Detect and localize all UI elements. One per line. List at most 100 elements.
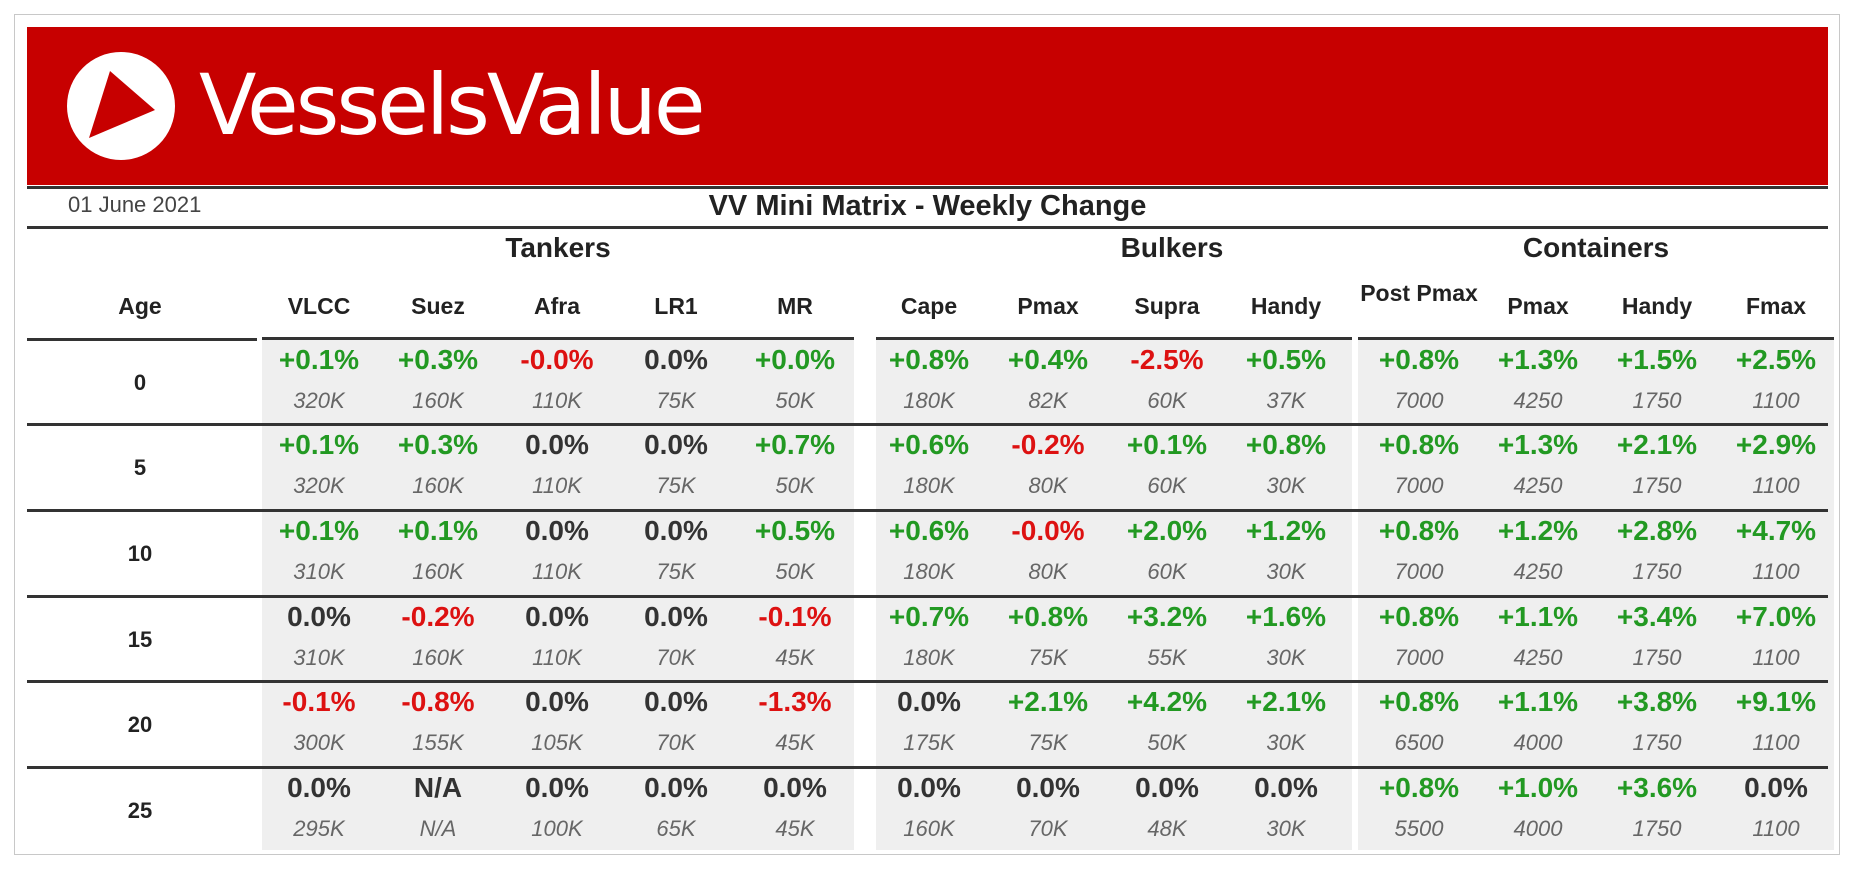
column-header: LR1	[654, 293, 698, 319]
vessel-size-label: 65K	[656, 816, 696, 841]
vessel-size-label: 82K	[1028, 388, 1068, 413]
vessel-size-label: 110K	[532, 473, 582, 498]
vessel-size-label: 7000	[1394, 559, 1444, 584]
vessel-size-label: 50K	[775, 559, 815, 584]
vessel-size-label: 70K	[656, 730, 696, 755]
vessel-size-label: 1100	[1752, 559, 1800, 584]
weekly-change-value: +1.2%	[1245, 515, 1327, 546]
weekly-change-value: -0.1%	[758, 601, 832, 632]
age-cell: 5	[133, 455, 147, 480]
vessel-size-label: 70K	[656, 645, 696, 670]
vessel-size-label: 45K	[775, 645, 815, 670]
weekly-change-value: +0.8%	[1245, 429, 1327, 460]
weekly-change-value: 0.0%	[1016, 772, 1080, 803]
weekly-change-value: +1.6%	[1245, 601, 1327, 632]
weekly-change-value: +9.1%	[1735, 686, 1817, 717]
weekly-change-value: 0.0%	[644, 515, 708, 546]
weekly-change-value: +0.8%	[1378, 515, 1460, 546]
vessel-size-label: 4250	[1513, 388, 1563, 413]
vessel-size-label: 75K	[1028, 730, 1068, 755]
vessel-size-label: 1750	[1632, 559, 1682, 584]
weekly-change-value: +0.1%	[278, 344, 360, 375]
weekly-change-value: +1.1%	[1497, 686, 1579, 717]
vessel-size-label: 48K	[1147, 816, 1187, 841]
bulkers-underline	[876, 337, 1352, 340]
vessel-size-label: 75K	[1028, 645, 1068, 670]
vessel-size-label: 60K	[1147, 559, 1187, 584]
age-cell: 0	[133, 370, 147, 395]
vessel-size-label: 160K	[412, 388, 464, 413]
weekly-change-value: +0.3%	[397, 344, 479, 375]
report-date: 01 June 2021	[68, 192, 202, 217]
age-cell: 25	[127, 798, 153, 823]
column-header: Handy	[1621, 293, 1693, 319]
vessel-size-label: 7000	[1394, 388, 1444, 413]
vessel-size-label: 75K	[656, 388, 696, 413]
vessel-size-label: 1100	[1752, 388, 1800, 413]
row-divider	[27, 423, 1828, 426]
weekly-change-value: +4.2%	[1126, 686, 1208, 717]
weekly-change-value: 0.0%	[525, 772, 589, 803]
vessel-size-label: 310K	[293, 559, 345, 584]
vessel-size-label: 30K	[1266, 816, 1306, 841]
weekly-change-value: +1.5%	[1616, 344, 1698, 375]
weekly-change-value: +0.6%	[888, 429, 970, 460]
row-divider	[27, 595, 1828, 598]
weekly-change-value: +2.1%	[1245, 686, 1327, 717]
weekly-change-value: -0.0%	[520, 344, 594, 375]
vessel-size-label: 1750	[1632, 473, 1682, 498]
age-cell: 10	[127, 541, 153, 566]
vessel-size-label: 1100	[1752, 730, 1800, 755]
vessel-size-label: 70K	[1028, 816, 1068, 841]
weekly-change-value: +0.4%	[1007, 344, 1089, 375]
weekly-change-value: +3.6%	[1616, 772, 1698, 803]
weekly-change-value: +0.1%	[278, 515, 360, 546]
vessel-size-label: 55K	[1147, 645, 1187, 670]
weekly-change-value: +0.7%	[754, 429, 836, 460]
weekly-change-value: -0.2%	[401, 601, 475, 632]
column-header: Suez	[411, 293, 465, 319]
vessel-size-label: 4250	[1513, 645, 1563, 670]
vessel-size-label: 105K	[531, 730, 583, 755]
row-divider	[27, 680, 1828, 683]
weekly-change-value: +7.0%	[1735, 601, 1817, 632]
weekly-change-value: -0.2%	[1011, 429, 1085, 460]
weekly-change-value: 0.0%	[644, 772, 708, 803]
group-tankers: Tankers	[505, 232, 611, 263]
weekly-change-value: N/A	[413, 772, 463, 803]
weekly-change-value: +2.9%	[1735, 429, 1817, 460]
weekly-change-value: +3.4%	[1616, 601, 1698, 632]
column-header: Post Pmax	[1360, 280, 1478, 306]
weekly-change-value: +4.7%	[1735, 515, 1817, 546]
containers-underline	[1358, 337, 1834, 340]
vessel-size-label: 175K	[903, 730, 955, 755]
vessel-size-label: 75K	[656, 559, 696, 584]
vessel-size-label: 295K	[293, 816, 345, 841]
vessel-size-label: 320K	[293, 388, 345, 413]
weekly-change-value: 0.0%	[1135, 772, 1199, 803]
vessel-size-label: 160K	[412, 473, 464, 498]
weekly-change-value: -0.0%	[1011, 515, 1085, 546]
vessel-size-label: 30K	[1266, 559, 1306, 584]
column-header: Handy	[1250, 293, 1322, 319]
group-bulkers: Bulkers	[1120, 232, 1224, 263]
age-cell: 20	[127, 712, 153, 737]
vessel-size-label: 50K	[775, 473, 815, 498]
vessel-size-label: 80K	[1028, 473, 1068, 498]
weekly-change-value: 0.0%	[897, 686, 961, 717]
weekly-change-value: +0.3%	[397, 429, 479, 460]
weekly-change-value: +2.1%	[1616, 429, 1698, 460]
weekly-change-value: +0.1%	[1126, 429, 1208, 460]
vessel-size-label: N/A	[419, 816, 457, 841]
weekly-change-value: +0.8%	[1007, 601, 1089, 632]
weekly-change-value: +1.2%	[1497, 515, 1579, 546]
vessel-size-label: 1750	[1632, 645, 1682, 670]
vessel-size-label: 1750	[1632, 730, 1682, 755]
weekly-change-value: 0.0%	[287, 601, 351, 632]
vessel-size-label: 160K	[412, 645, 464, 670]
vessel-size-label: 100K	[531, 816, 583, 841]
weekly-change-value: 0.0%	[763, 772, 827, 803]
weekly-change-value: +0.5%	[1245, 344, 1327, 375]
vessel-size-label: 300K	[293, 730, 345, 755]
group-containers: Containers	[1522, 232, 1670, 263]
